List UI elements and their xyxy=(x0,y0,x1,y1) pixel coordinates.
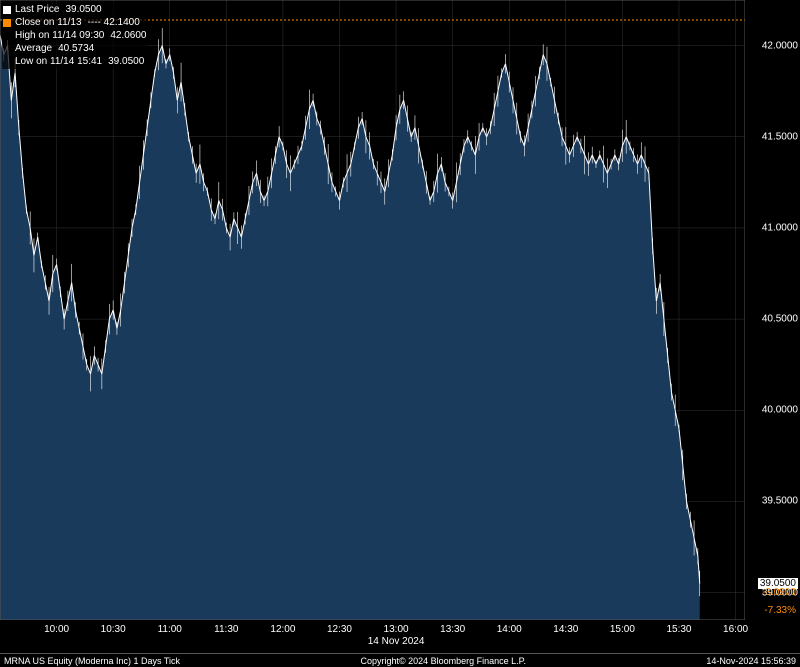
footer-right: 14-Nov-2024 15:56:39 xyxy=(706,656,796,666)
legend-label: Average xyxy=(15,42,52,55)
legend-label: Close on 11/13 xyxy=(15,16,82,29)
x-tick-label: 11:00 xyxy=(158,624,182,635)
y-tick-label: 40.5000 xyxy=(762,314,798,325)
legend-row: Close on 11/13 ---- 42.1400 xyxy=(3,16,147,29)
x-tick-label: 11:30 xyxy=(214,624,238,635)
footer-center: Copyright© 2024 Bloomberg Finance L.P. xyxy=(360,656,526,666)
price-flag: -3.0900 xyxy=(760,587,798,598)
y-tick-label: 41.0000 xyxy=(762,222,798,233)
x-tick-label: 12:00 xyxy=(270,624,295,635)
x-tick-label: 13:00 xyxy=(384,624,409,635)
y-axis: 39.000039.500040.000040.500041.000041.50… xyxy=(745,0,800,620)
x-tick-label: 10:30 xyxy=(101,624,126,635)
x-tick-label: 15:00 xyxy=(610,624,635,635)
legend-value: 39.0500 xyxy=(108,55,144,68)
x-tick-label: 16:00 xyxy=(723,624,748,635)
y-tick-label: 40.0000 xyxy=(762,405,798,416)
legend-swatch xyxy=(3,19,11,27)
x-axis: 10:00 10:30 11:00 11:30 12:00 12:30 13:00 13:30… xyxy=(0,620,745,647)
y-tick-label: 41.5000 xyxy=(762,131,798,142)
x-tick-label: 10:00 xyxy=(44,624,69,635)
legend-row: Low on 11/14 15:41 39.0500 xyxy=(3,55,147,68)
legend-value: 40.5734 xyxy=(58,42,94,55)
legend-row: High on 11/14 09:30 42.0600 xyxy=(3,29,147,42)
legend-value: 39.0500 xyxy=(65,3,101,16)
footer-left: MRNA US Equity (Moderna Inc) 1 Days Tick xyxy=(4,656,180,666)
x-tick-label: 13:30 xyxy=(440,624,465,635)
y-tick-label: 39.5000 xyxy=(762,496,798,507)
footer-bar: MRNA US Equity (Moderna Inc) 1 Days Tick… xyxy=(0,653,800,667)
legend-row: Average 40.5734 xyxy=(3,42,147,55)
price-chart-svg xyxy=(0,0,745,620)
legend-swatch xyxy=(3,6,11,14)
x-tick-label: 12:30 xyxy=(327,624,352,635)
x-tick-label: 15:30 xyxy=(666,624,691,635)
x-tick-label: 14:00 xyxy=(497,624,522,635)
legend-value: ---- 42.1400 xyxy=(88,16,140,29)
legend-row: Last Price 39.0500 xyxy=(3,3,147,16)
price-flag: -7.33% xyxy=(762,605,798,616)
x-tick-label: 14:30 xyxy=(553,624,578,635)
legend-label: Last Price xyxy=(15,3,59,16)
y-tick-label: 42.0000 xyxy=(762,40,798,51)
x-date-label: 14 Nov 2024 xyxy=(368,636,425,647)
chart-area[interactable] xyxy=(0,0,745,620)
bloomberg-terminal: Last Price39.0500Close on 11/13---- 42.1… xyxy=(0,0,800,667)
legend-value: 42.0600 xyxy=(110,29,146,42)
legend-label: Low on 11/14 15:41 xyxy=(15,55,102,68)
legend-label: High on 11/14 09:30 xyxy=(15,29,104,42)
legend-box: Last Price39.0500Close on 11/13---- 42.1… xyxy=(2,2,148,69)
